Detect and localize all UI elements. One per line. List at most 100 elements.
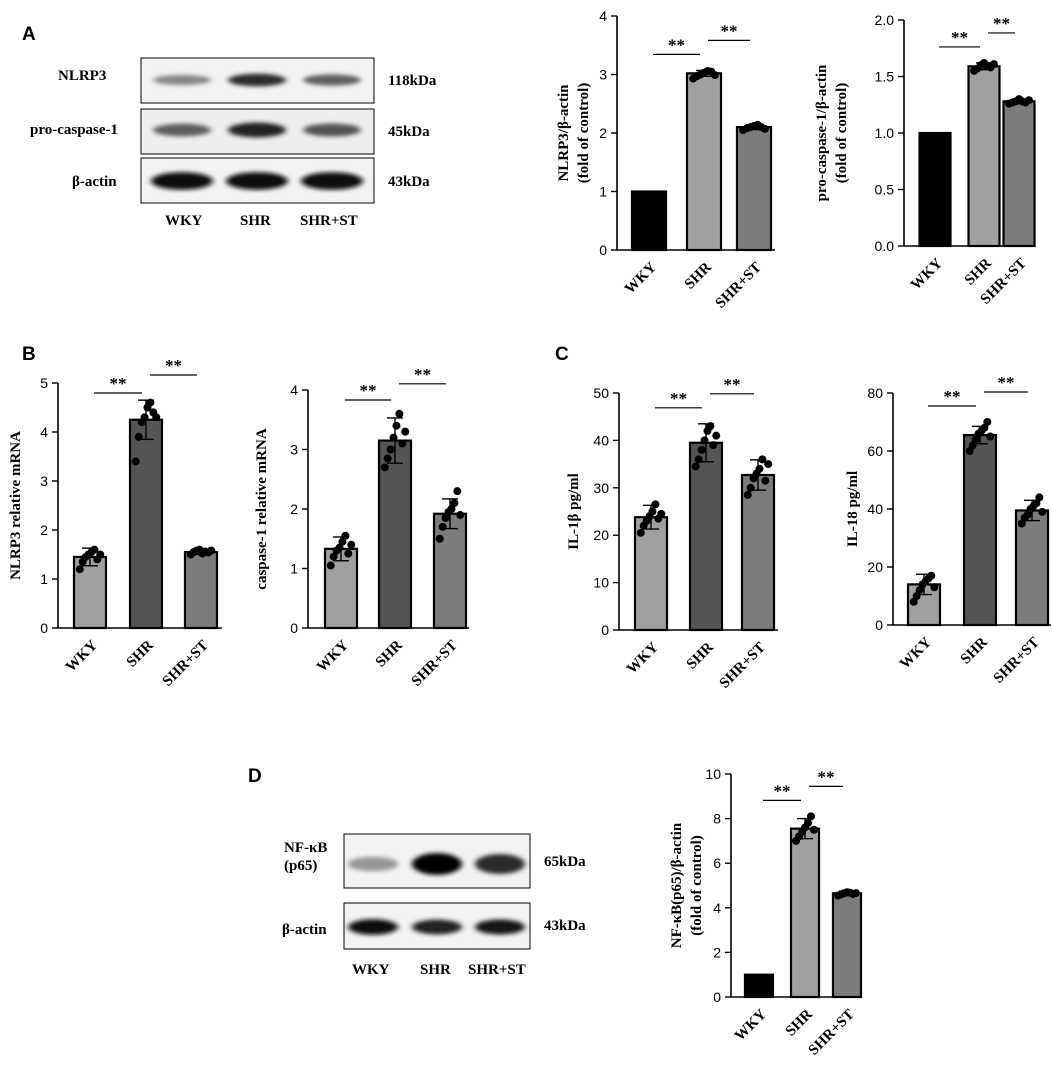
blot-d-lane-shr-st: SHR+ST bbox=[468, 962, 526, 978]
il18-sig-label-2: ** bbox=[998, 373, 1015, 392]
il1b-y-tick-label: 50 bbox=[593, 385, 609, 401]
nlrp3-mrna-x-label-shr: SHR bbox=[124, 637, 157, 670]
procaspase1-protein-y-tick-label: 2.0 bbox=[875, 12, 895, 28]
nlrp3-mrna-x-label-wky: WKY bbox=[63, 637, 101, 675]
blot-d-row-2-band-1 bbox=[348, 919, 398, 935]
nfkb-protein-bar-wky bbox=[743, 973, 775, 999]
caspase1-mrna-point bbox=[329, 552, 338, 561]
caspase1-mrna-point bbox=[435, 534, 444, 543]
nlrp3-protein-x-label-shr: SHR bbox=[682, 259, 715, 292]
caspase1-mrna-point bbox=[450, 499, 459, 508]
procaspase1-protein-point bbox=[1024, 96, 1033, 105]
caspase1-mrna-sig-label-1: ** bbox=[360, 381, 377, 400]
nlrp3-mrna-y-tick-label: 4 bbox=[40, 424, 48, 440]
il1b-point bbox=[694, 455, 703, 464]
procaspase1-protein-bar-shr-st bbox=[1002, 100, 1036, 248]
blot-d-row-2-band-3 bbox=[475, 919, 525, 935]
blot-a-row-3-band-3 bbox=[301, 172, 363, 190]
il1b-point bbox=[758, 455, 767, 464]
blot-a-row-label-nlrp3: NLRP3 bbox=[58, 68, 106, 84]
il18-bar-shr bbox=[962, 433, 998, 627]
caspase1-mrna-bar-shr-st bbox=[432, 512, 468, 630]
chart-nlrp3-mrna: 0 1 2 3 4 5 NLRP3 relative mRNA ** ** WKY SHR SHR+S… bbox=[8, 356, 222, 690]
il1b-point bbox=[697, 445, 706, 454]
blot-d-lane-wky: WKY bbox=[352, 962, 390, 978]
caspase1-mrna-point bbox=[344, 549, 353, 558]
blot-d-row-1-band-2 bbox=[412, 853, 462, 875]
nlrp3-mrna-point bbox=[207, 546, 216, 555]
nlrp3-protein-point bbox=[760, 124, 769, 133]
caspase1-mrna-point bbox=[441, 513, 450, 522]
il1b-point bbox=[648, 507, 657, 516]
il18-y-tick-label: 60 bbox=[867, 443, 883, 459]
panel-letter-c: C bbox=[555, 344, 569, 365]
nlrp3-mrna-bar-shr bbox=[128, 418, 164, 630]
nfkb-protein-x-label-shr-st: SHR+ST bbox=[806, 1007, 858, 1059]
panel-letter-a: A bbox=[22, 24, 36, 45]
nfkb-protein-sig-label-2: ** bbox=[818, 767, 835, 786]
il1b-y-tick-label: 20 bbox=[593, 527, 609, 543]
panel-letter-b: B bbox=[22, 344, 36, 365]
il18-point bbox=[927, 571, 936, 580]
procaspase1-protein-y-tick-label: 1.5 bbox=[875, 69, 895, 85]
caspase1-mrna-point bbox=[392, 421, 401, 430]
blot-a-strip-2 bbox=[140, 108, 375, 155]
caspase1-mrna-point bbox=[456, 510, 465, 519]
nlrp3-protein-y-tick-label: 3 bbox=[599, 67, 607, 83]
caspase1-mrna-point bbox=[347, 540, 356, 549]
caspase1-mrna-point bbox=[341, 531, 350, 540]
nlrp3-protein-point bbox=[710, 71, 719, 80]
il18-point bbox=[1038, 507, 1047, 516]
blot-a-kda-3: 43kDa bbox=[388, 174, 430, 190]
nfkb-protein-point bbox=[809, 825, 818, 834]
procaspase1-protein-sig-label-2: ** bbox=[993, 14, 1010, 33]
nlrp3-protein-bar-shr-st bbox=[735, 126, 773, 252]
nlrp3-protein-y-label: NLRP3/β-actin bbox=[556, 84, 572, 182]
il1b-y-tick-label: 0 bbox=[601, 622, 609, 638]
blot-a-kda-2: 45kDa bbox=[388, 124, 430, 140]
il1b-point bbox=[657, 509, 666, 518]
il18-y-tick-label: 20 bbox=[867, 559, 883, 575]
caspase1-mrna-point bbox=[438, 522, 447, 531]
nfkb-protein-point bbox=[803, 819, 812, 828]
il18-y-label: IL-18 pg/ml bbox=[845, 471, 861, 547]
blot-a-row-2-band-3 bbox=[303, 123, 361, 137]
nlrp3-mrna-y-tick-label: 5 bbox=[40, 375, 48, 391]
chart-il1b: 0 10 20 30 40 50 IL-1β pg/ml ** ** WKY SHR SHR+ST bbox=[566, 375, 778, 692]
western-blot-a: NLRP3 pro-caspase-1 β-actin 118kDa 45kDa… bbox=[30, 57, 437, 229]
caspase1-mrna-y-label: caspase-1 relative mRNA bbox=[254, 428, 270, 590]
il1b-x-label-shr-st: SHR+ST bbox=[717, 640, 769, 692]
blot-d-kda-1: 65kDa bbox=[544, 854, 586, 870]
il18-point bbox=[983, 418, 992, 426]
nlrp3-mrna-point bbox=[134, 432, 143, 441]
procaspase1-protein-y-label: pro-caspase-1/β-actin bbox=[814, 64, 830, 201]
blot-a-row-1-band-3 bbox=[303, 74, 361, 86]
nfkb-protein-y-tick-label: 0 bbox=[713, 989, 721, 1005]
blot-a-row-2-band-1 bbox=[153, 123, 211, 137]
il1b-point bbox=[755, 464, 764, 473]
nlrp3-mrna-point bbox=[75, 565, 84, 574]
blot-a-row-label-procaspase: pro-caspase-1 bbox=[30, 122, 118, 138]
il1b-y-tick-label: 40 bbox=[593, 432, 609, 448]
il18-x-label-shr-st: SHR+ST bbox=[991, 635, 1043, 687]
blot-a-kda-1: 118kDa bbox=[388, 73, 437, 89]
nfkb-protein-sig-label-1: ** bbox=[774, 781, 791, 800]
nfkb-protein-bar-shr-st bbox=[831, 892, 863, 999]
caspase1-mrna-point bbox=[398, 439, 407, 448]
nlrp3-mrna-y-label: NLRP3 relative mRNA bbox=[8, 431, 24, 580]
caspase1-mrna-y-tick-label: 2 bbox=[290, 501, 298, 517]
nlrp3-protein-x-label-wky: WKY bbox=[622, 259, 660, 297]
caspase1-mrna-point bbox=[401, 427, 410, 436]
caspase1-mrna-point bbox=[453, 487, 462, 496]
chart-procaspase1-protein: 0.0 0.5 1.0 1.5 2.0 pro-caspase-1/β-actin (fol… bbox=[814, 12, 1036, 308]
nlrp3-mrna-y-tick-label: 0 bbox=[40, 620, 48, 636]
blot-d-row-1-band-3 bbox=[475, 853, 525, 875]
nlrp3-mrna-point bbox=[131, 457, 140, 466]
nlrp3-mrna-y-tick-label: 3 bbox=[40, 473, 48, 489]
il1b-point bbox=[743, 490, 752, 499]
il18-point bbox=[1035, 493, 1044, 502]
nlrp3-mrna-sig-label-1: ** bbox=[110, 374, 127, 393]
caspase1-mrna-point bbox=[447, 505, 456, 513]
procaspase1-protein-y-tick-label: 1.0 bbox=[875, 125, 895, 141]
